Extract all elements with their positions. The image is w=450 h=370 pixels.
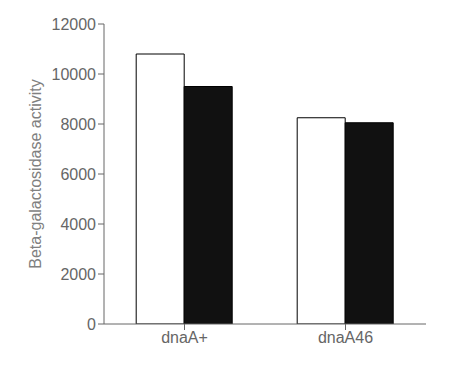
svg-text:12000: 12000 xyxy=(52,16,97,33)
svg-text:Beta-galactosidase activity: Beta-galactosidase activity xyxy=(27,79,44,268)
svg-text:10000: 10000 xyxy=(52,66,97,83)
svg-text:4000: 4000 xyxy=(60,216,96,233)
svg-text:2000: 2000 xyxy=(60,266,96,283)
svg-text:dnaA+: dnaA+ xyxy=(161,329,208,346)
svg-text:8000: 8000 xyxy=(60,116,96,133)
svg-text:dnaA46: dnaA46 xyxy=(318,329,373,346)
svg-text:0: 0 xyxy=(87,316,96,333)
svg-text:6000: 6000 xyxy=(60,166,96,183)
